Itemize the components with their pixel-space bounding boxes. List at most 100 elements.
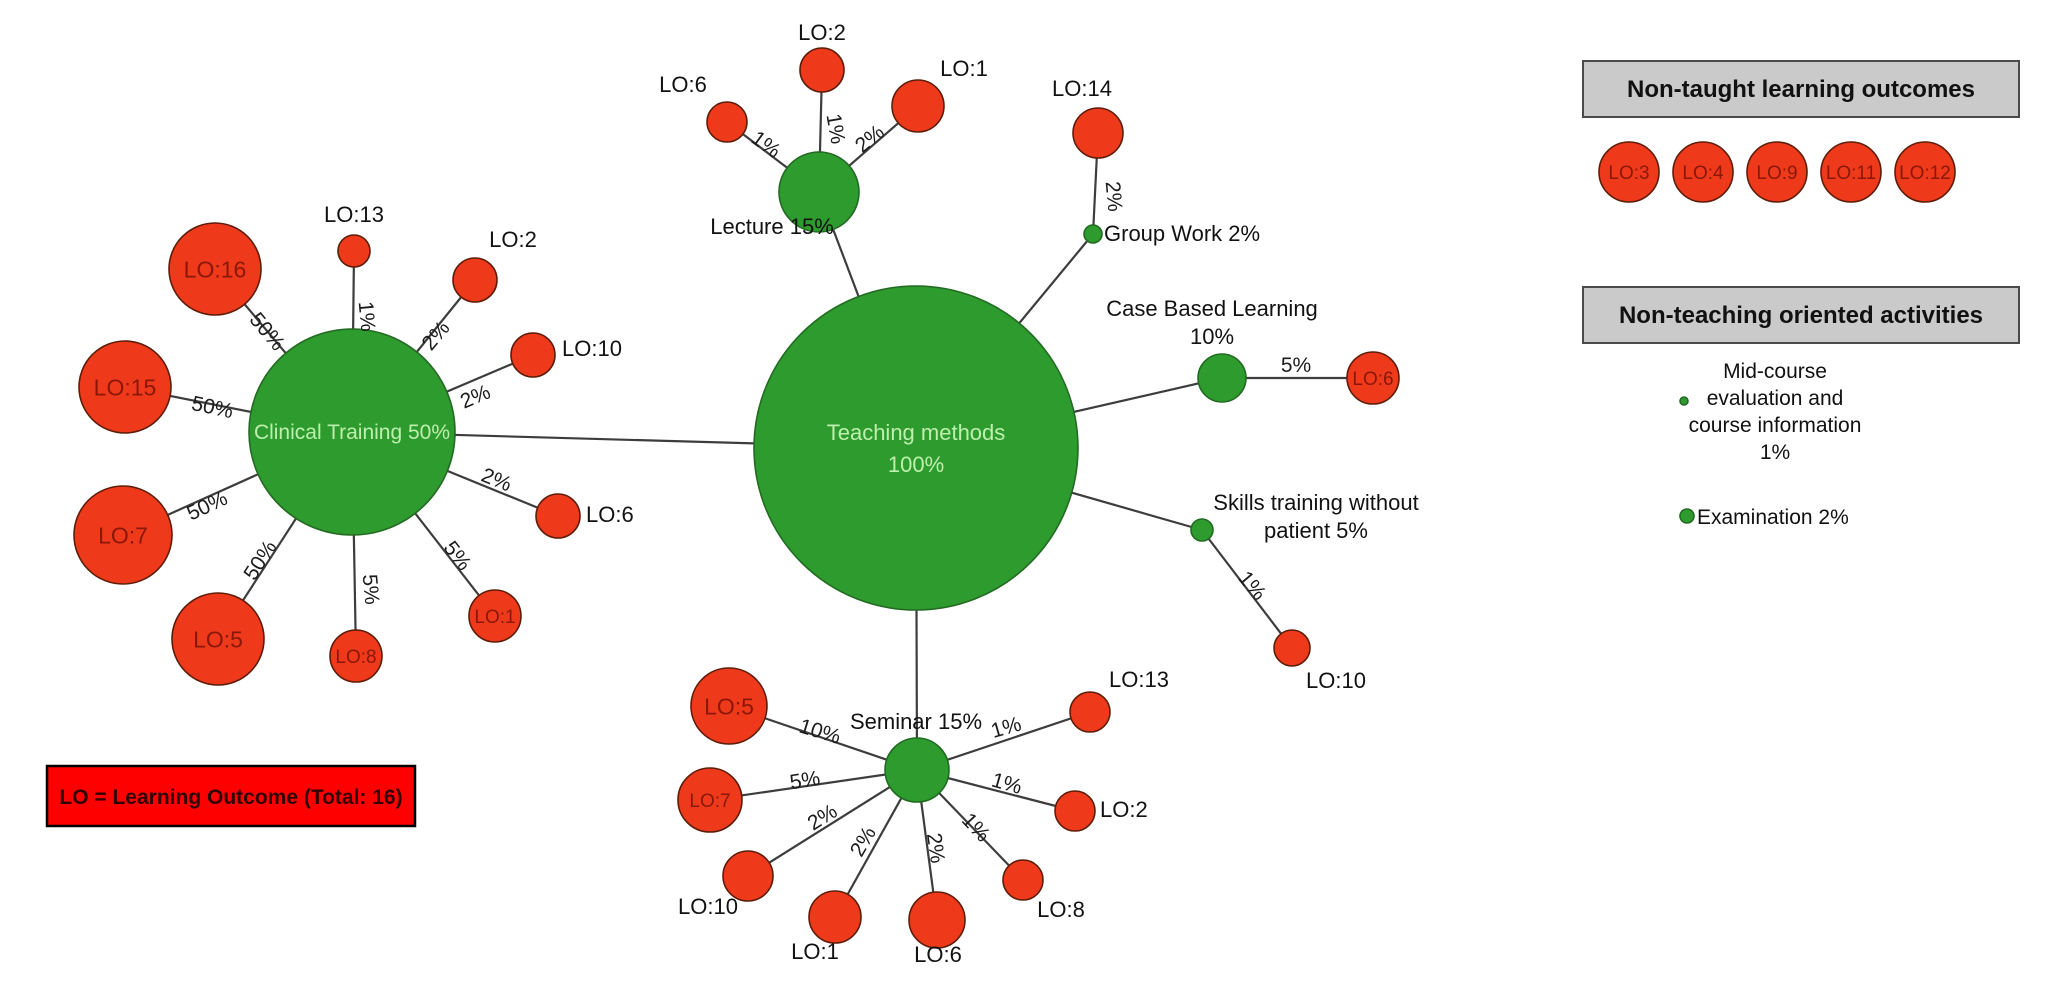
node-clinical-lo-10 [510,332,556,378]
node-clinical-lo-1-pct: 5% [439,537,476,575]
node-lecture-label: Lecture 15% [710,214,834,239]
node-clinical-lo-1-label: LO:1 [474,607,515,628]
node-teaching-methods-label: Teaching methods [827,420,1006,445]
node-clinical-lo-6-pct: 2% [478,464,515,497]
node-seminar-lo-1 [808,890,862,944]
node-seminar-lo-2-pct: 1% [989,769,1025,799]
node-clinical-lo-8 [329,629,383,683]
non-taught-lo-3 [1598,141,1660,203]
legend-label: LO = Learning Outcome (Total: 16) [59,786,402,809]
node-clinical-lo-15-pct: 50% [189,392,235,423]
node-clinical-lo-8-label: LO:8 [335,647,376,668]
node-lecture-lo-2-label: LO:2 [798,20,846,45]
non-taught-lo-9-label: LO:9 [1756,163,1797,184]
node-skills-lo-10-pct: 1% [1233,567,1270,605]
node-skills-lo-10-label: LO:10 [1306,668,1366,693]
non-taught-panel: Non-taught learning outcomes LO:3 LO:4 LO:… [1582,60,2020,203]
node-cbl-label: Case Based Learning [1106,296,1318,321]
node-cbl [1197,353,1247,403]
non-taught-lo-9 [1746,141,1808,203]
node-clinical-lo-13-label: LO:13 [324,202,384,227]
node-seminar-lo-8-pct: 1% [957,809,995,847]
node-groupwork-lo-14-pct: 2% [1101,180,1127,212]
node-skills-label2: patient 5% [1264,518,1368,543]
node-teaching-methods-label: 100% [888,452,944,477]
node-seminar-lo-8-label: LO:8 [1037,897,1085,922]
node-seminar-lo-5 [690,667,768,745]
network-layer: Teaching methods 100% Clinical Training 50… [73,20,1419,967]
node-cbl-lo-6-label: LO:6 [1352,369,1393,390]
node-skills [1190,518,1214,542]
node-clinical [248,328,456,536]
node-seminar-lo-5-pct: 10% [796,715,843,749]
non-teaching-panel: Non-teaching oriented activities Mid-cou… [1582,286,2020,529]
node-clinical-lo-8-pct: 5% [358,573,384,605]
node-clinical-lo-2-pct: 2% [417,317,454,355]
midcourse-label: 1% [1760,441,1790,464]
node-skills-label: Skills training without [1213,490,1418,515]
non-taught-lo-4 [1672,141,1734,203]
node-clinical-lo-5-label: LO:5 [193,626,243,652]
non-taught-lo-12 [1894,141,1956,203]
node-clinical-lo-7 [73,485,173,585]
node-seminar-label: Seminar 15% [850,709,982,734]
node-clinical-lo-1 [468,589,522,643]
examination-dot [1679,508,1695,524]
non-teaching-header-title: Non-teaching oriented activities [1619,302,1983,329]
non-taught-header-box [1582,60,2020,118]
node-groupwork-label: Group Work 2% [1104,221,1260,246]
node-seminar-lo-7-label: LO:7 [689,791,730,812]
node-clinical-label: Clinical Training 50% [254,421,450,444]
non-teaching-items: Mid-course evaluation and course informati… [1679,360,1862,529]
node-clinical-lo-6 [535,493,581,539]
node-groupwork-lo-14 [1072,107,1124,159]
node-groupwork-lo-14-label: LO:14 [1052,76,1112,101]
node-clinical-lo-5-pct: 50% [239,537,281,585]
non-taught-lo-11-label: LO:11 [1826,163,1876,184]
midcourse-label: course information [1689,414,1862,437]
node-lecture-lo-6-pct: 1% [747,127,785,163]
node-lecture-lo-2 [799,47,845,93]
node-lecture [778,151,860,233]
node-groupwork [1083,224,1103,244]
legend-box [45,764,417,828]
midcourse-label: Mid-course [1723,360,1827,383]
node-clinical-lo-15 [78,340,172,434]
examination-label: Examination 2% [1697,506,1849,529]
node-clinical-lo-10-label: LO:10 [562,336,622,361]
node-seminar-lo-13-label: LO:13 [1109,667,1169,692]
node-seminar-lo-5-label: LO:5 [704,693,754,719]
node-seminar-lo-7-pct: 5% [788,767,822,794]
node-clinical-lo-15-label: LO:15 [94,374,157,400]
node-cbl-lo-6 [1346,351,1400,405]
node-seminar-lo-6-pct: 2% [922,831,949,864]
edge-skills-lo-10 [1201,529,1293,649]
node-clinical-lo-16 [168,222,262,316]
node-clinical-lo-13-pct: 1% [354,300,380,332]
node-cbl-label2: 10% [1190,324,1234,349]
node-seminar-lo-7 [677,767,743,833]
node-seminar-lo-13-pct: 1% [988,713,1024,743]
node-seminar-lo-2-label: LO:2 [1100,797,1148,822]
node-seminar-lo-6-label: LO:6 [914,942,962,967]
non-taught-lo-3-label: LO:3 [1608,163,1649,184]
edge-seminar-lo-10 [747,769,918,877]
non-teaching-header-box [1582,286,2020,344]
node-seminar-lo-6 [908,891,966,949]
node-seminar-lo-2 [1054,790,1096,832]
node-clinical-lo-7-pct: 50% [183,487,231,526]
node-seminar-lo-13 [1069,691,1111,733]
node-seminar-lo-10-pct: 2% [804,800,842,836]
non-taught-outcomes: LO:3 LO:4 LO:9 LO:11 LO:12 [1598,141,1956,203]
node-lecture-lo-1-label: LO:1 [940,56,988,81]
node-seminar-lo-10 [722,850,774,902]
node-lecture-lo-1 [891,79,945,133]
legend: LO = Learning Outcome (Total: 16) [45,764,417,828]
node-clinical-lo-6-label: LO:6 [586,502,634,527]
edge-seminar-lo-7 [709,768,918,802]
node-seminar-lo-1-pct: 2% [846,823,881,861]
node-lecture-lo-6-label: LO:6 [659,72,707,97]
non-taught-lo-4-label: LO:4 [1682,163,1724,184]
midcourse-dot [1679,396,1689,406]
